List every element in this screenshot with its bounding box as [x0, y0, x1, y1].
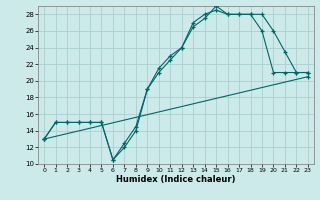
X-axis label: Humidex (Indice chaleur): Humidex (Indice chaleur)	[116, 175, 236, 184]
